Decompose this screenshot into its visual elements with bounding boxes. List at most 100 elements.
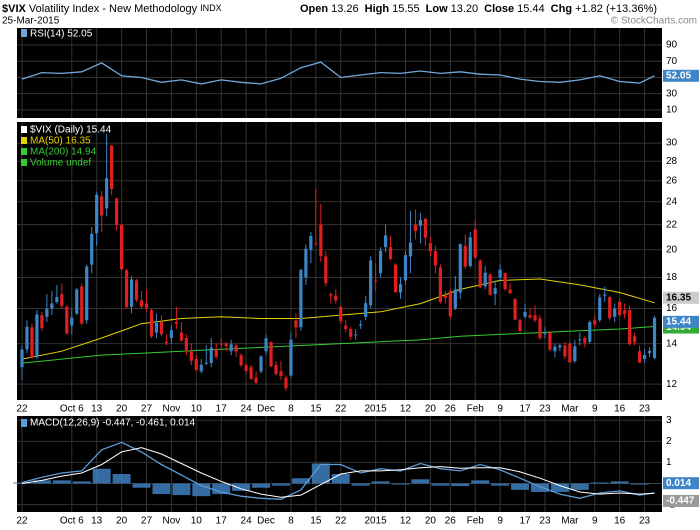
histogram-bar	[112, 474, 131, 484]
histogram-bar	[311, 463, 330, 484]
candle-body	[553, 346, 557, 352]
candle-body	[433, 251, 437, 266]
candle-body	[149, 310, 154, 337]
histogram-bar	[391, 483, 410, 485]
candle-body	[448, 290, 452, 317]
candle-body	[623, 310, 627, 315]
y-tick-label: 30	[666, 138, 678, 149]
candle-body	[309, 235, 313, 250]
candle-body	[299, 269, 303, 328]
candle-body	[443, 295, 447, 298]
candle-body	[364, 303, 368, 317]
x-tick-label: Oct 6	[60, 404, 84, 415]
candle-body	[652, 317, 657, 358]
legend-label: MA(50) 16.35	[30, 136, 91, 147]
histogram-bar	[351, 483, 370, 486]
candle-body	[642, 354, 647, 360]
x-tick-label: 9	[497, 516, 503, 527]
candle-body	[214, 349, 218, 357]
histogram-bar	[570, 483, 589, 490]
x-tick-label: 8	[288, 516, 294, 527]
x-tick-label: 13	[91, 516, 103, 527]
histogram-bar	[12, 482, 31, 484]
x-tick-label: 20	[116, 516, 128, 527]
legend-label: MA(200) 14.94	[30, 147, 97, 158]
candle-body	[359, 324, 363, 326]
macd-line	[21, 441, 655, 500]
candle-body	[50, 303, 54, 309]
candle-body	[334, 295, 338, 301]
candle-body	[229, 344, 233, 352]
y-tick-label: 2	[666, 436, 672, 447]
candle-body	[618, 301, 622, 315]
y-tick-label: 18	[666, 272, 678, 283]
candle-body	[453, 289, 457, 309]
candle-body	[199, 364, 203, 372]
candle-body	[129, 279, 134, 307]
candle-body	[329, 294, 333, 296]
candle-body	[533, 315, 537, 321]
histogram-bar	[431, 483, 450, 486]
date: 25-Mar-2015	[2, 16, 60, 27]
x-tick-label: 26	[445, 516, 457, 527]
x-tick-label: 22	[335, 404, 347, 415]
candle-body	[374, 280, 378, 282]
quote-label: Low	[426, 3, 448, 15]
candle-body	[249, 367, 253, 379]
candle-body	[279, 371, 283, 376]
histogram-bar	[331, 474, 350, 484]
candle-body	[498, 269, 502, 278]
x-tick-label: 16	[614, 516, 626, 527]
quote-line: Open 13.26 High 15.55 Low 13.20 Close 15.44 Chg +…	[300, 3, 657, 15]
candle-body	[209, 347, 213, 364]
candle-body	[174, 321, 178, 324]
candle-body	[159, 321, 164, 335]
x-tick-label: 2015	[364, 404, 387, 415]
candle-body	[154, 322, 159, 333]
value-tag	[663, 69, 699, 82]
candle-body	[234, 345, 238, 352]
histogram-bar	[590, 482, 609, 484]
candle-body	[40, 315, 44, 329]
candle-body	[219, 343, 223, 345]
x-tick-label: 17	[519, 516, 531, 527]
candle-body	[598, 297, 602, 321]
x-tick-label: 24	[241, 404, 253, 415]
candle-body	[403, 255, 408, 281]
candle-body	[393, 264, 398, 293]
value-tag	[663, 315, 699, 328]
candle-body	[20, 349, 24, 368]
candle-body	[289, 339, 293, 376]
x-tick-label: 17	[216, 404, 228, 415]
candle-body	[647, 350, 652, 354]
candle-body	[583, 338, 587, 343]
candle-body	[274, 365, 278, 375]
x-tick-label: 26	[445, 404, 457, 415]
candle-body	[463, 245, 467, 267]
candle-body	[608, 297, 612, 319]
candle-body	[398, 284, 403, 293]
x-tick-label: 20	[116, 404, 128, 415]
candle-body	[388, 247, 393, 259]
histogram-bar	[32, 480, 51, 484]
y-tick-label: 70	[666, 56, 678, 67]
exchange: INDX	[200, 3, 222, 13]
quote-value: 15.44	[517, 3, 545, 15]
x-tick-label: 15	[310, 404, 322, 415]
candle-body	[85, 266, 89, 321]
histogram-bar	[212, 483, 231, 495]
candle-body	[169, 330, 174, 339]
candle-body	[124, 270, 129, 308]
symbol: $VIX	[2, 3, 27, 15]
x-tick-label: 20	[425, 516, 437, 527]
x-tick-label: 27	[141, 516, 153, 527]
candle-body	[344, 325, 348, 329]
candle-body	[613, 308, 617, 317]
candle-body	[593, 320, 597, 325]
candle-body	[603, 294, 607, 296]
candle-body	[25, 326, 29, 350]
candle-body	[423, 218, 428, 238]
x-tick-label: Mar	[561, 404, 579, 415]
moving-average	[21, 326, 655, 364]
histogram-bar	[52, 480, 71, 484]
